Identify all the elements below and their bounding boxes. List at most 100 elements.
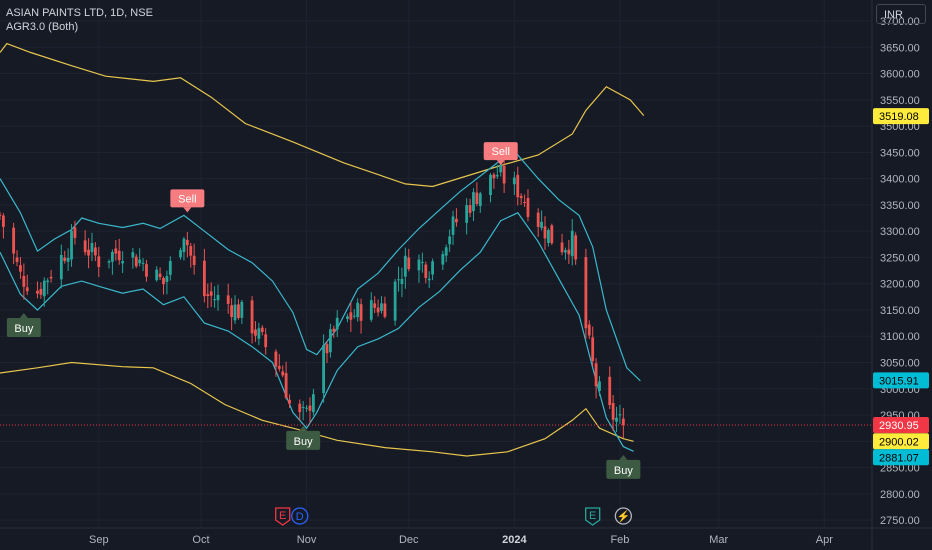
earnings-shape: [585, 507, 601, 526]
earnings-label: E: [279, 510, 286, 522]
candle-body: [584, 257, 588, 329]
price-tag-box: [873, 372, 929, 389]
candle-body: [131, 252, 135, 258]
event-markers[interactable]: E D E ⚡: [275, 507, 632, 526]
sell-signal: Sell: [483, 142, 518, 166]
candle-body: [277, 366, 281, 369]
candle-body: [444, 247, 448, 256]
earnings-label: E: [589, 510, 596, 522]
candle-body: [393, 281, 397, 321]
candle-body: [145, 264, 148, 277]
symbol-title[interactable]: ASIAN PAINTS LTD, 1D, NSE: [6, 7, 153, 19]
candle-body: [359, 304, 363, 321]
currency-button[interactable]: INR: [876, 4, 926, 24]
candle-body: [206, 294, 210, 297]
y-tick-label: 2750.00: [880, 515, 920, 527]
x-tick-label: 2024: [502, 534, 527, 546]
candle-body: [281, 371, 285, 376]
dividend-label: D: [296, 511, 304, 523]
candle-body: [547, 230, 550, 243]
candle-body: [346, 316, 349, 319]
candle-body: [502, 165, 506, 184]
candle-body: [46, 280, 50, 283]
price-tag: 3519.08: [873, 108, 929, 125]
candle-body: [448, 236, 452, 245]
sell-signal: Sell: [170, 189, 205, 213]
candle-body: [73, 227, 77, 238]
candle-body: [308, 405, 312, 411]
price-tag-box: [873, 449, 929, 466]
candle-body: [0, 214, 2, 216]
candle-body: [611, 403, 615, 420]
indicator-title[interactable]: AGR3.0 (Both): [6, 21, 79, 33]
candle-body: [59, 254, 63, 280]
signal-markers: Buy Sell Buy Sell Buy: [6, 142, 641, 479]
candle-body: [288, 399, 291, 404]
sell-label-pointer: [496, 160, 505, 166]
earnings-shape: [275, 507, 291, 526]
y-tick-label: 3250.00: [880, 252, 920, 264]
candle-body: [19, 265, 22, 272]
dividend-event-icon[interactable]: D: [291, 507, 309, 525]
candle-body: [179, 250, 182, 258]
candlestick-series: [0, 152, 625, 439]
candle-body: [311, 394, 315, 413]
y-tick-label: 3700.00: [880, 16, 920, 28]
price-tag-box: [873, 433, 929, 450]
earnings-event-icon[interactable]: E: [585, 507, 601, 526]
candle-body: [230, 305, 234, 318]
candle-body: [189, 245, 193, 256]
candle-body: [475, 192, 479, 204]
candle-body: [97, 256, 101, 267]
earnings-event-icon[interactable]: E: [275, 507, 291, 526]
candle-body: [567, 249, 571, 255]
y-tick-label: 3450.00: [880, 147, 920, 159]
y-tick-label: 3500.00: [880, 121, 920, 133]
price-tag-box: [873, 417, 929, 434]
candle-body: [564, 250, 567, 253]
buy-label-text: Buy: [14, 323, 33, 335]
candle-body: [332, 328, 336, 332]
buy-label-box: [606, 459, 641, 479]
candle-body: [185, 239, 189, 246]
price-tag-text: 2900.02: [879, 436, 919, 448]
candle-body: [335, 317, 339, 330]
chart-legend: ASIAN PAINTS LTD, 1D, NSE AGR3.0 (Both): [6, 6, 153, 34]
x-tick-label: Oct: [192, 534, 209, 546]
candle-body: [12, 227, 16, 254]
candle-body: [495, 175, 499, 177]
price-tag-text: 3015.91: [879, 375, 919, 387]
candle-body: [526, 198, 530, 217]
candle-body: [182, 238, 186, 252]
candle-body: [492, 174, 496, 179]
candle-body: [516, 174, 520, 198]
candle-body: [42, 280, 46, 297]
candle-body: [63, 257, 67, 261]
candle-body: [257, 328, 261, 339]
candle-body: [400, 278, 404, 285]
candle-body: [260, 327, 264, 332]
y-tick-label: 3550.00: [880, 95, 920, 107]
news-event-icon[interactable]: ⚡: [614, 507, 632, 525]
buy-label-pointer: [619, 454, 628, 460]
y-tick-label: 3350.00: [880, 200, 920, 212]
x-tick-label: Nov: [297, 534, 317, 546]
time-axis[interactable]: Sep Oct Nov Dec 2024 Feb Mar Apr: [89, 534, 833, 546]
candle-body: [301, 407, 305, 409]
outer-upper-band: [0, 42, 645, 188]
candle-body: [165, 276, 169, 282]
candle-body: [209, 291, 213, 296]
candle-body: [608, 376, 612, 405]
price-tags: 3519.08 3015.91 2930.95 2900.02 2881.07: [873, 108, 929, 466]
sell-label-box: [483, 142, 518, 161]
candle-body: [284, 373, 288, 398]
candle-body: [352, 315, 356, 317]
candle-body: [216, 294, 220, 301]
candle-body: [598, 381, 601, 391]
candle-body: [615, 417, 618, 422]
candle-body: [618, 414, 622, 416]
candle-body: [383, 303, 387, 317]
candle-body: [380, 303, 383, 311]
price-tag-box: [873, 108, 929, 125]
